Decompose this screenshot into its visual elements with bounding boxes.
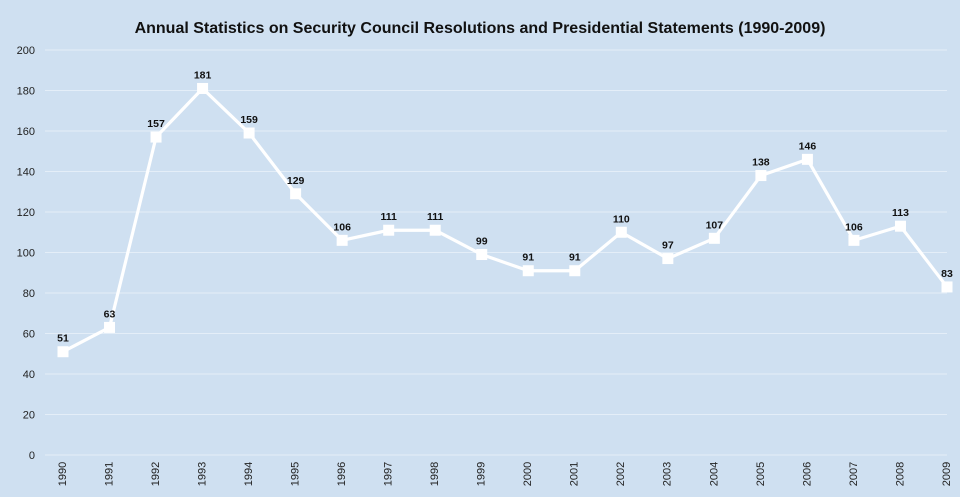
x-tick-label: 1999: [476, 462, 488, 486]
y-tick-label: 180: [17, 86, 35, 98]
data-point: [522, 265, 534, 277]
data-point: [429, 224, 441, 236]
data-label: 107: [706, 219, 724, 231]
x-tick-label: 1998: [429, 462, 441, 486]
data-label: 111: [380, 211, 397, 223]
data-label: 146: [799, 140, 817, 152]
data-point: [801, 153, 813, 165]
x-tick-label: 2005: [755, 462, 767, 486]
y-tick-label: 120: [17, 207, 35, 219]
y-tick-label: 160: [17, 126, 35, 138]
x-tick-label: 1991: [103, 462, 115, 486]
x-tick-label: 1994: [243, 462, 255, 486]
x-tick-label: 1995: [290, 462, 302, 486]
x-tick-label: 2004: [708, 462, 720, 486]
data-label: 97: [662, 240, 674, 252]
data-label: 99: [476, 236, 488, 248]
x-tick-label: 1997: [383, 462, 395, 486]
y-tick-label: 200: [17, 45, 35, 57]
data-point: [615, 226, 627, 238]
chart-title: Annual Statistics on Security Council Re…: [134, 20, 826, 37]
data-point: [197, 82, 209, 94]
data-label: 51: [57, 333, 69, 345]
data-point: [569, 265, 581, 277]
data-label: 106: [845, 221, 863, 233]
data-point: [476, 249, 488, 261]
x-tick-label: 1990: [57, 462, 69, 486]
y-tick-label: 80: [23, 288, 35, 300]
y-tick-label: 100: [17, 248, 35, 260]
x-tick-label: 2008: [894, 462, 906, 486]
data-label: 181: [194, 69, 212, 81]
data-label: 129: [287, 175, 305, 187]
data-label: 157: [147, 118, 165, 130]
data-label: 91: [569, 252, 581, 264]
data-point: [662, 253, 674, 265]
data-point: [104, 321, 116, 333]
data-label: 111: [427, 211, 444, 223]
x-tick-label: 2002: [615, 462, 627, 486]
data-point: [383, 224, 395, 236]
data-labels: 51 63 157 181 159 129 106 111 111 99 91 91 110 97 107 1…: [57, 69, 953, 344]
x-tick-label: 1993: [196, 462, 208, 486]
data-label: 83: [941, 268, 953, 280]
y-axis: 0 20 40 60 80 100 120 140 160 180 200: [17, 45, 35, 462]
data-label: 159: [240, 114, 258, 126]
y-tick-label: 40: [23, 369, 35, 381]
y-tick-label: 140: [17, 167, 35, 179]
data-point: [708, 232, 720, 244]
x-tick-label: 2000: [522, 462, 534, 486]
data-point: [150, 131, 162, 143]
data-label: 110: [613, 213, 630, 225]
y-tick-label: 0: [29, 450, 35, 462]
data-point: [755, 170, 767, 182]
data-point: [848, 234, 860, 246]
data-point: [243, 127, 255, 139]
data-label: 113: [892, 207, 909, 219]
data-point: [894, 220, 906, 232]
y-tick-label: 20: [23, 410, 35, 422]
x-tick-label: 2009: [941, 462, 953, 486]
gridlines: [45, 49, 947, 456]
x-tick-label: 2007: [848, 462, 860, 486]
data-point: [290, 188, 302, 200]
data-label: 63: [104, 308, 116, 320]
x-tick-label: 2003: [662, 462, 674, 486]
series-layer: [57, 82, 953, 358]
x-tick-label: 1996: [336, 462, 348, 486]
x-tick-label: 1992: [150, 462, 162, 486]
data-label: 106: [333, 221, 351, 233]
data-label: 138: [752, 157, 770, 169]
data-label: 91: [522, 252, 534, 264]
x-tick-label: 2001: [569, 462, 581, 486]
data-point: [336, 234, 348, 246]
data-point: [941, 281, 953, 293]
y-tick-label: 60: [23, 329, 35, 341]
x-axis: 1990 1991 1992 1993 1994 1995 1996 1997 1998 1999…: [57, 462, 953, 486]
x-tick-label: 2006: [801, 462, 813, 486]
series-line: [62, 86, 949, 354]
data-point: [57, 346, 69, 358]
